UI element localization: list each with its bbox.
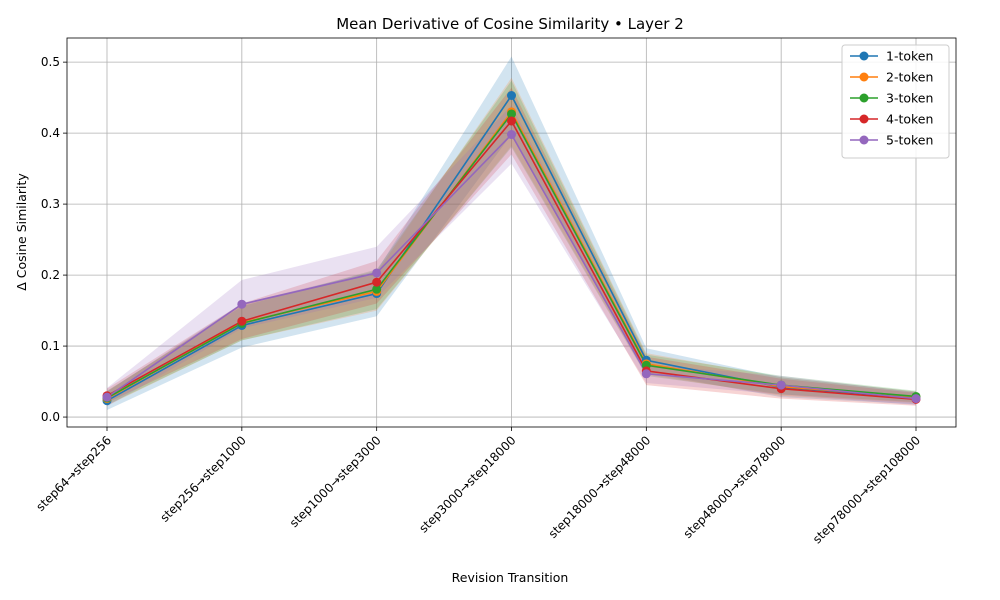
data-point	[507, 116, 516, 126]
data-point	[237, 316, 247, 326]
confidence-band	[107, 80, 916, 405]
data-point	[372, 268, 382, 278]
x-tick-label: step48000→step78000	[681, 433, 789, 541]
data-point	[507, 109, 516, 119]
data-point	[507, 90, 516, 100]
confidence-band	[107, 77, 916, 406]
y-axis-ticks: 0.0 0.1 0.2 0.3 0.4 0.5	[41, 55, 67, 424]
y-tick-label: 0.2	[41, 268, 60, 282]
x-tick-label: step18000→step48000	[546, 433, 654, 541]
legend-box	[841, 44, 950, 159]
data-point	[102, 392, 112, 402]
legend-marker	[859, 135, 869, 145]
data-point	[372, 277, 382, 287]
legend-label: 2-token	[886, 70, 933, 85]
data-point	[776, 380, 786, 390]
legend-marker	[859, 51, 869, 61]
legend-label: 5-token	[886, 133, 933, 148]
legend-label: 4-token	[886, 112, 933, 127]
confidence-bands	[107, 56, 916, 410]
data-point	[507, 130, 516, 140]
x-tick-label: step3000→step18000	[416, 433, 518, 535]
legend-label: 3-token	[886, 91, 933, 106]
series-points	[102, 90, 921, 406]
legend-marker	[859, 114, 869, 124]
data-point	[911, 394, 921, 404]
x-tick-label: step78000→step108000	[810, 433, 923, 546]
confidence-band	[107, 56, 916, 410]
x-axis-label: Revision Transition	[452, 570, 569, 585]
chart-title: Mean Derivative of Cosine Similarity • L…	[336, 15, 684, 33]
data-point	[372, 284, 382, 294]
legend: 1-token 2-token 3-token 4-token 5-token	[841, 44, 950, 159]
confidence-band	[107, 87, 916, 406]
legend-marker	[859, 93, 869, 103]
y-tick-label: 0.0	[41, 410, 60, 424]
grid-lines	[67, 38, 956, 427]
y-tick-label: 0.5	[41, 55, 60, 69]
y-tick-label: 0.3	[41, 197, 60, 211]
x-tick-label: step256→step1000	[157, 433, 249, 525]
data-point	[641, 369, 651, 379]
x-axis-ticks: step64→step256 step256→step1000 step1000→s…	[33, 427, 923, 546]
legend-label: 1-token	[886, 49, 933, 64]
legend-marker	[859, 72, 869, 82]
y-axis-label: Δ Cosine Similarity	[14, 173, 29, 291]
y-tick-label: 0.4	[41, 126, 60, 140]
data-point	[237, 299, 247, 309]
x-tick-label: step64→step256	[33, 433, 114, 514]
x-tick-label: step1000→step3000	[287, 433, 384, 530]
y-tick-label: 0.1	[41, 339, 60, 353]
